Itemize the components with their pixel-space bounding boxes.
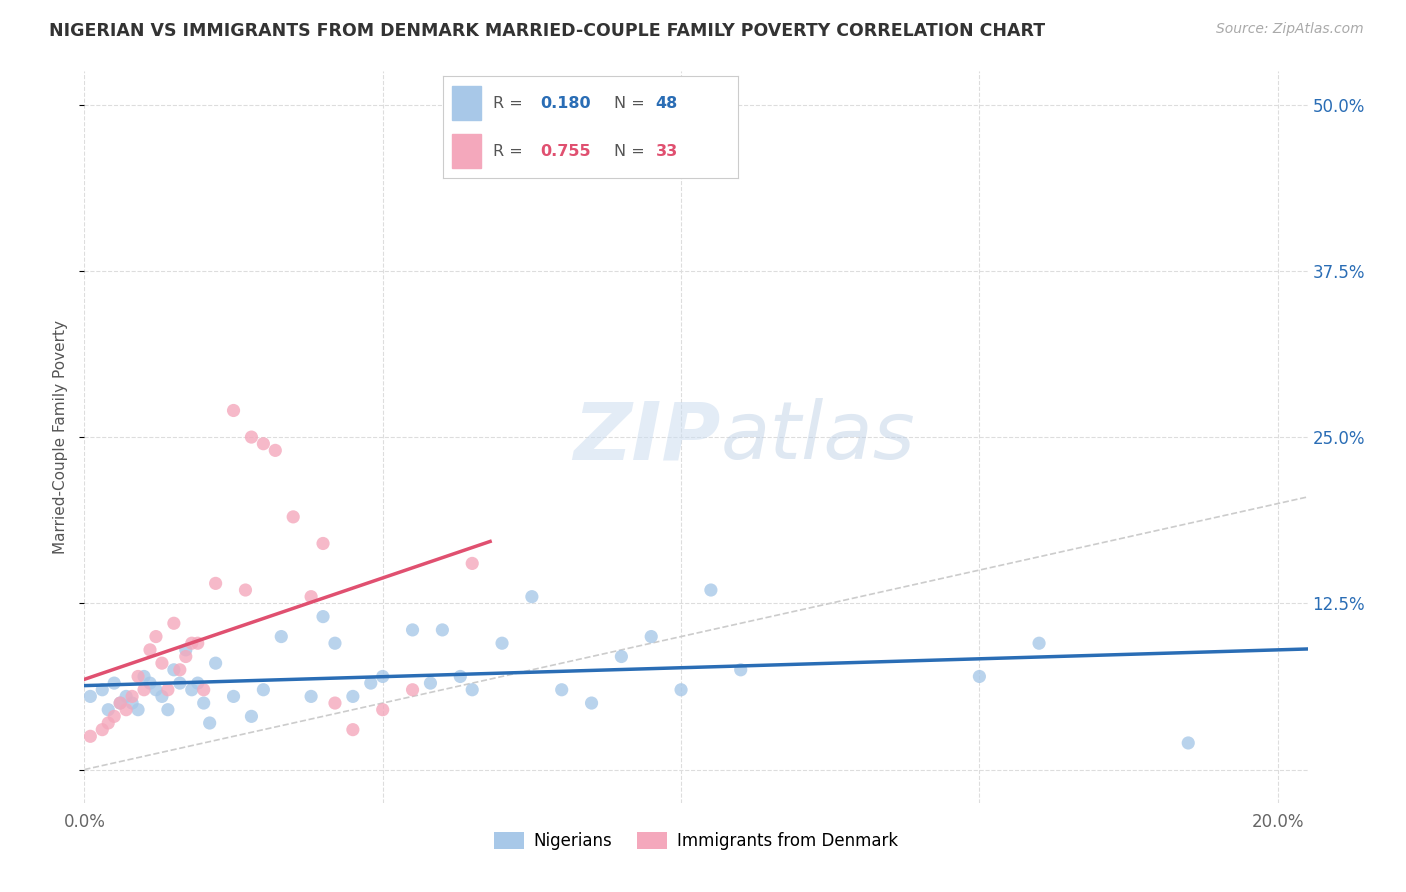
Point xyxy=(108,696,131,710)
Point xyxy=(79,690,101,704)
Point xyxy=(491,636,513,650)
Text: NIGERIAN VS IMMIGRANTS FROM DENMARK MARRIED-COUPLE FAMILY POVERTY CORRELATION CH: NIGERIAN VS IMMIGRANTS FROM DENMARK MARR… xyxy=(49,22,1045,40)
Point xyxy=(299,690,322,704)
Point xyxy=(1028,636,1050,650)
Point xyxy=(419,676,441,690)
Point xyxy=(581,696,603,710)
Point xyxy=(240,430,263,444)
Point xyxy=(91,682,114,697)
Point xyxy=(108,696,131,710)
Point xyxy=(150,690,173,704)
Point xyxy=(252,436,274,450)
Text: 0.755: 0.755 xyxy=(540,144,591,159)
Point xyxy=(283,509,305,524)
Point xyxy=(139,676,162,690)
Point xyxy=(193,696,215,710)
Point xyxy=(180,636,202,650)
FancyBboxPatch shape xyxy=(451,87,481,120)
Point xyxy=(198,716,221,731)
Point xyxy=(401,682,423,697)
Point xyxy=(127,703,149,717)
Point xyxy=(323,696,346,710)
Point xyxy=(169,676,191,690)
Point xyxy=(969,669,991,683)
Y-axis label: Married-Couple Family Poverty: Married-Couple Family Poverty xyxy=(53,320,69,554)
Point xyxy=(371,669,394,683)
Point xyxy=(342,723,364,737)
Point xyxy=(323,636,346,650)
Point xyxy=(401,623,423,637)
Point xyxy=(132,669,155,683)
Point xyxy=(156,703,179,717)
Text: Source: ZipAtlas.com: Source: ZipAtlas.com xyxy=(1216,22,1364,37)
Point xyxy=(97,716,120,731)
Text: R =: R = xyxy=(494,95,529,111)
Text: atlas: atlas xyxy=(720,398,915,476)
Point xyxy=(449,669,471,683)
Text: N =: N = xyxy=(614,144,650,159)
Point xyxy=(121,696,143,710)
Point xyxy=(730,663,752,677)
Point xyxy=(222,403,245,417)
Point xyxy=(139,643,162,657)
Point xyxy=(342,690,364,704)
Point xyxy=(700,582,723,597)
Point xyxy=(551,682,574,697)
Text: 0.180: 0.180 xyxy=(540,95,591,111)
Point xyxy=(97,703,120,717)
FancyBboxPatch shape xyxy=(451,135,481,168)
Text: R =: R = xyxy=(494,144,529,159)
Point xyxy=(145,630,167,644)
Point xyxy=(520,590,543,604)
Point xyxy=(371,703,394,717)
Point xyxy=(91,723,114,737)
Legend: Nigerians, Immigrants from Denmark: Nigerians, Immigrants from Denmark xyxy=(486,825,905,856)
Point xyxy=(240,709,263,723)
Point xyxy=(156,682,179,697)
Point xyxy=(204,576,226,591)
Point xyxy=(461,682,484,697)
Point xyxy=(640,630,662,644)
Point xyxy=(204,656,226,670)
Point xyxy=(174,643,197,657)
Point xyxy=(312,536,335,550)
Point xyxy=(1177,736,1199,750)
Text: 48: 48 xyxy=(655,95,678,111)
Point xyxy=(163,616,186,631)
Point xyxy=(115,703,138,717)
Point xyxy=(187,636,209,650)
Text: N =: N = xyxy=(614,95,650,111)
Point xyxy=(187,676,209,690)
Point xyxy=(115,690,138,704)
Point xyxy=(669,682,692,697)
Point xyxy=(169,663,191,677)
Point xyxy=(132,682,155,697)
Point xyxy=(222,690,245,704)
Point xyxy=(121,690,143,704)
Point xyxy=(103,709,125,723)
Point xyxy=(193,682,215,697)
Point xyxy=(461,557,484,571)
Point xyxy=(610,649,633,664)
Point xyxy=(174,649,197,664)
Point xyxy=(360,676,382,690)
Point xyxy=(270,630,292,644)
Point xyxy=(127,669,149,683)
Point xyxy=(163,663,186,677)
Point xyxy=(299,590,322,604)
Point xyxy=(312,609,335,624)
Point xyxy=(79,729,101,743)
Point xyxy=(264,443,287,458)
Point xyxy=(150,656,173,670)
Point xyxy=(432,623,454,637)
Point xyxy=(180,682,202,697)
Point xyxy=(235,582,257,597)
Point xyxy=(252,682,274,697)
Point xyxy=(103,676,125,690)
Text: ZIP: ZIP xyxy=(574,398,720,476)
Text: 33: 33 xyxy=(655,144,678,159)
Point xyxy=(145,682,167,697)
